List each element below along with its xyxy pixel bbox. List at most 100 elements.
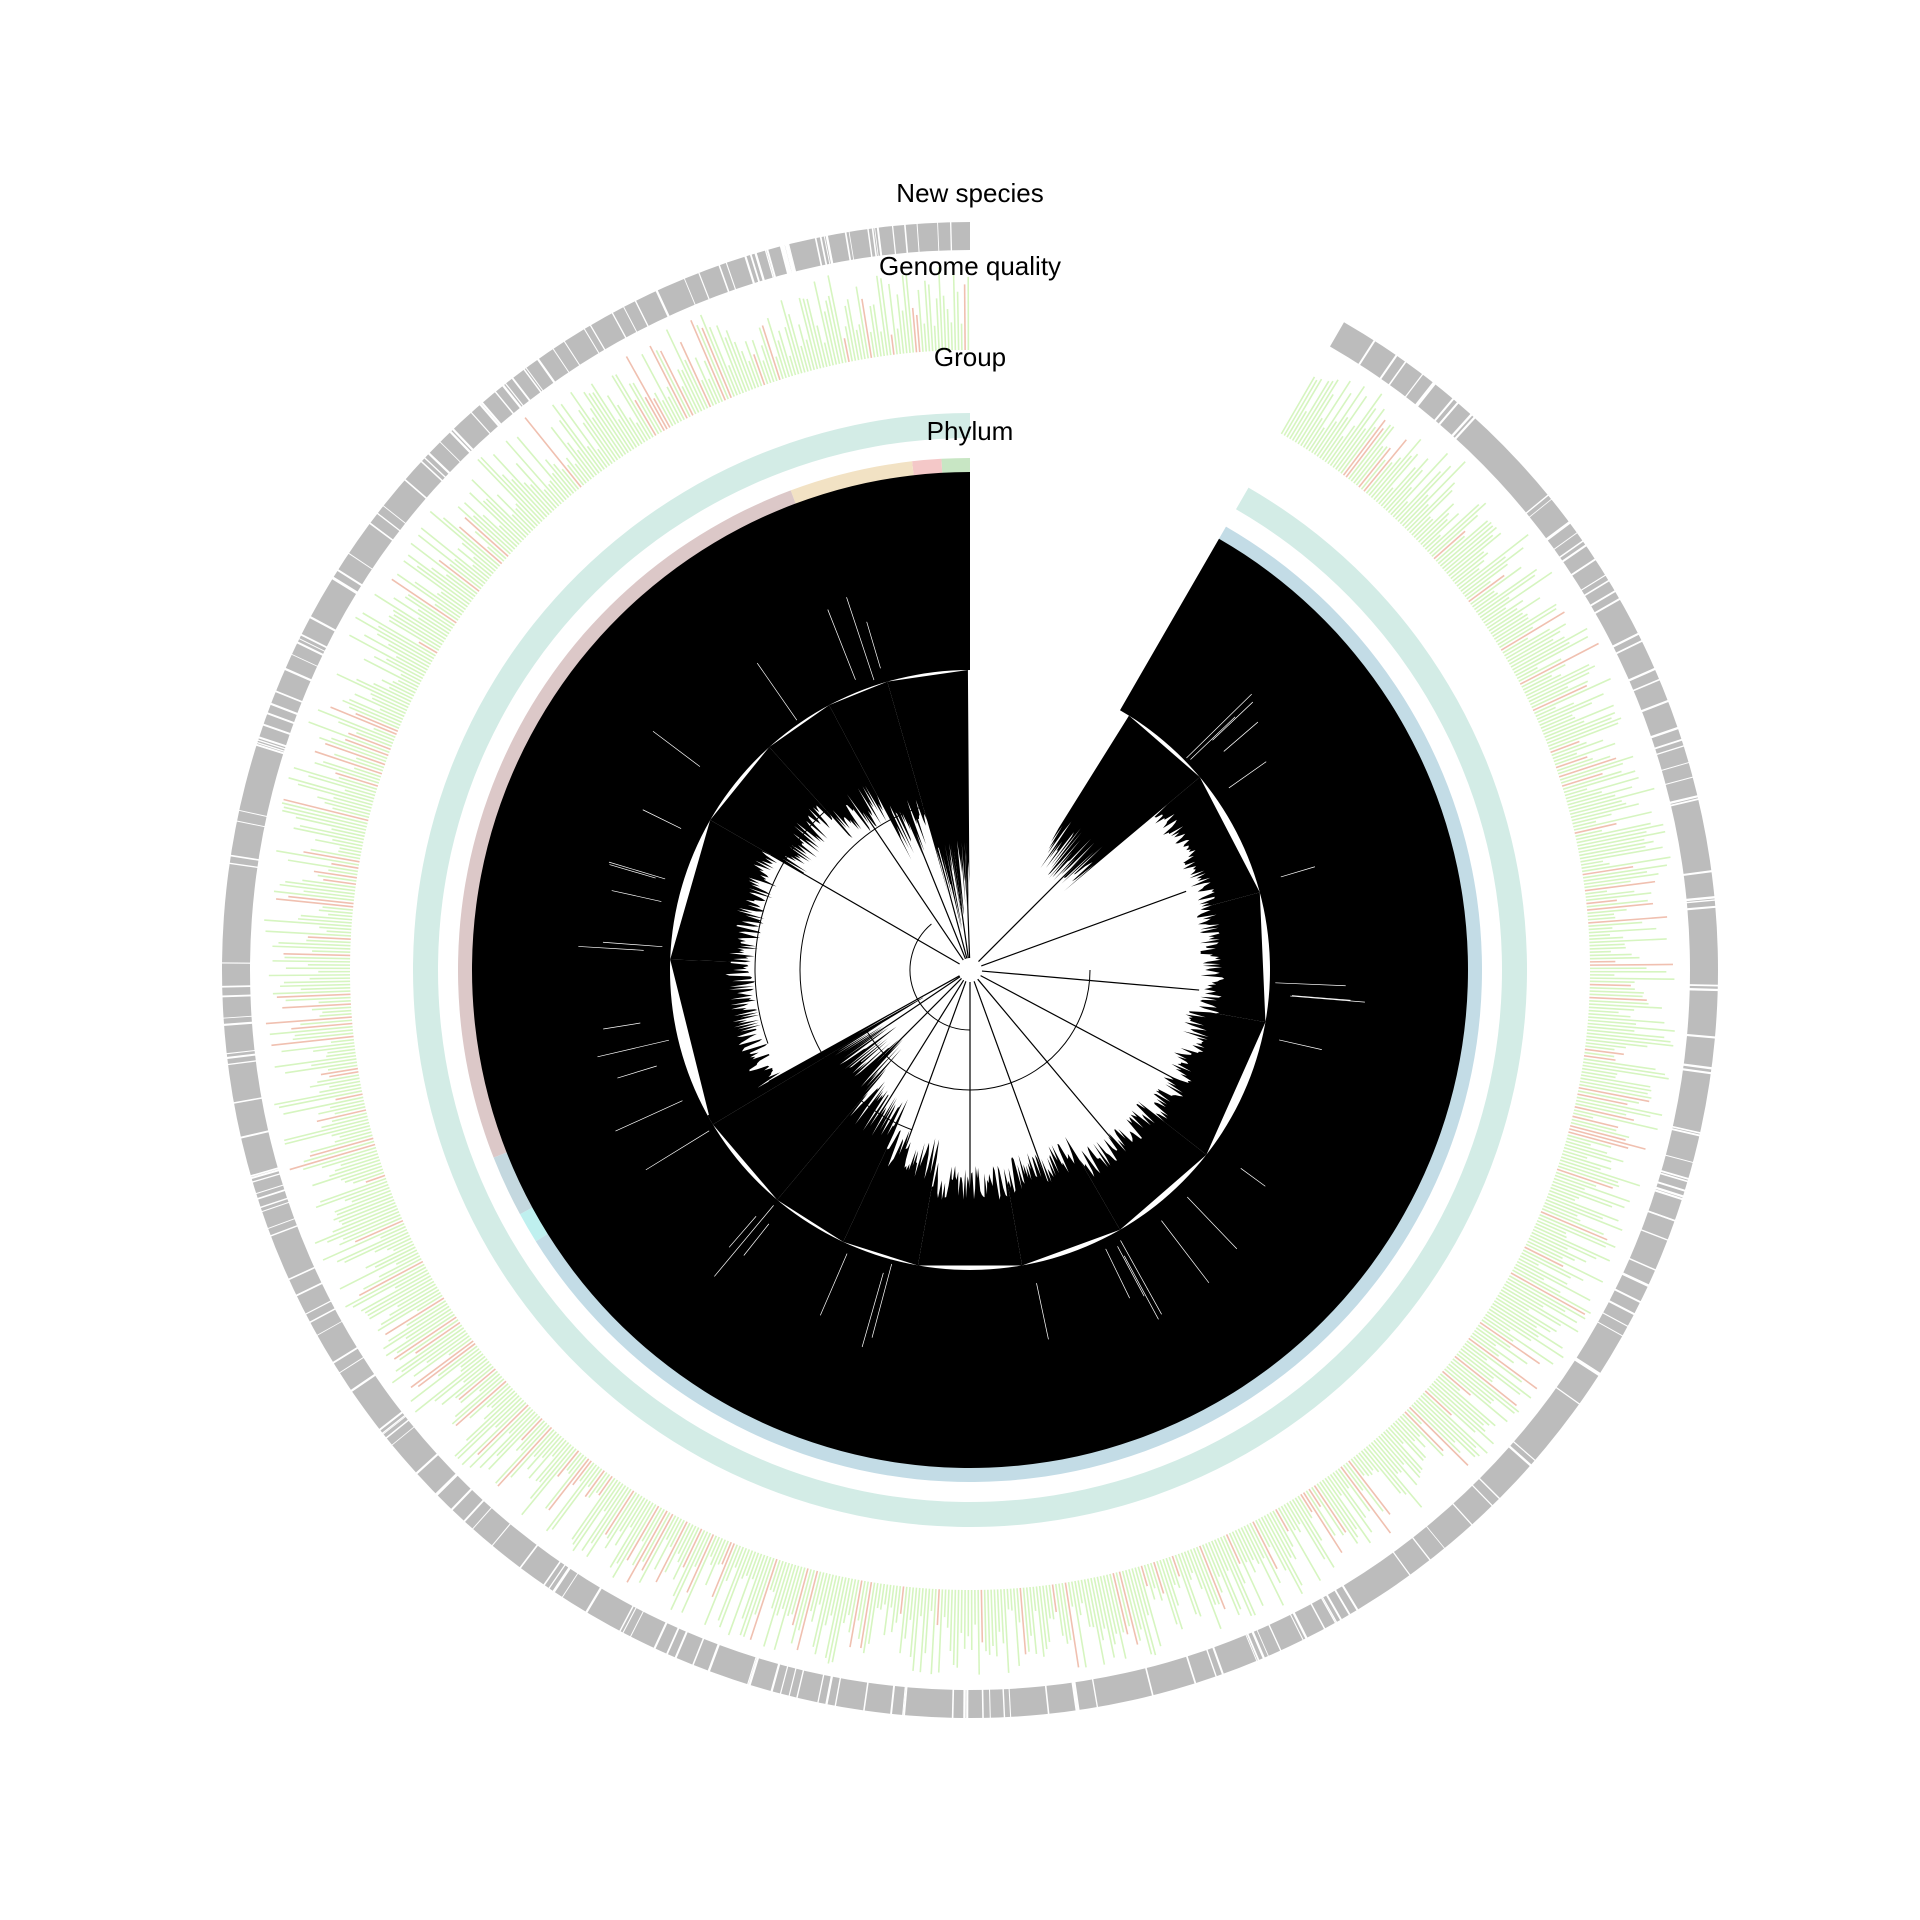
quality-bar bbox=[344, 1183, 389, 1202]
quality-bar bbox=[487, 546, 505, 562]
quality-bar bbox=[1554, 742, 1616, 766]
quality-bar bbox=[334, 1156, 380, 1172]
quality-bar bbox=[331, 862, 359, 869]
quality-bar bbox=[1566, 791, 1602, 803]
quality-bar bbox=[684, 359, 709, 409]
quality-bar bbox=[365, 1174, 386, 1183]
quality-bar bbox=[1390, 1424, 1424, 1461]
quality-bar bbox=[1508, 638, 1554, 665]
quality-bar bbox=[1516, 666, 1538, 680]
quality-bar bbox=[1485, 1313, 1511, 1332]
quality-bar bbox=[544, 459, 575, 494]
new-species-gap bbox=[1664, 1154, 1694, 1164]
quality-bar bbox=[353, 767, 382, 778]
quality-bar bbox=[373, 682, 412, 703]
tree-separator bbox=[1280, 866, 1316, 878]
quality-bar bbox=[1588, 1016, 1665, 1024]
quality-bar bbox=[1321, 1479, 1358, 1530]
quality-bar bbox=[505, 440, 562, 505]
quality-bar bbox=[625, 356, 668, 430]
quality-bar bbox=[890, 334, 895, 355]
quality-bar bbox=[1477, 1324, 1511, 1349]
new-species-gap bbox=[298, 637, 326, 653]
quality-bar bbox=[1441, 1370, 1472, 1396]
quality-bar bbox=[1363, 1448, 1402, 1494]
new-species-gap bbox=[222, 1021, 254, 1026]
new-species-gap bbox=[1682, 1063, 1713, 1070]
quality-bar bbox=[1283, 1504, 1302, 1533]
group-label: Group bbox=[934, 342, 1006, 372]
new-species-gap bbox=[781, 244, 791, 275]
quality-bar bbox=[1257, 1518, 1287, 1571]
quality-bar bbox=[741, 1550, 754, 1579]
quality-bar bbox=[1588, 927, 1657, 934]
quality-bar bbox=[348, 732, 391, 751]
quality-bar bbox=[813, 281, 834, 366]
quality-bar bbox=[1329, 393, 1383, 467]
quality-bar bbox=[1243, 1525, 1285, 1606]
quality-bar bbox=[321, 1115, 368, 1129]
new-species-gap bbox=[1289, 1613, 1304, 1641]
quality-bar bbox=[681, 369, 703, 412]
quality-bar bbox=[454, 1375, 503, 1418]
new-species-gap bbox=[257, 739, 286, 750]
quality-bar bbox=[1490, 1305, 1539, 1338]
quality-bar bbox=[1422, 512, 1460, 548]
new-species-gap bbox=[1649, 726, 1680, 739]
clade-fan bbox=[710, 747, 833, 874]
quality-bar bbox=[1540, 1211, 1608, 1241]
new-species-gap bbox=[766, 248, 777, 279]
quality-bar bbox=[1404, 503, 1429, 529]
new-species-gap bbox=[834, 1677, 842, 1707]
quality-bar bbox=[1012, 1588, 1021, 1667]
new-species-gap bbox=[448, 430, 472, 454]
new-species-gap bbox=[1664, 776, 1694, 786]
quality-bar bbox=[327, 1048, 356, 1054]
quality-bar bbox=[1570, 802, 1627, 819]
new-species-gap bbox=[519, 1544, 539, 1570]
quality-bar bbox=[1297, 1495, 1313, 1519]
clade-fan bbox=[1153, 1011, 1266, 1155]
quality-bar bbox=[1589, 946, 1626, 950]
quality-bar bbox=[1240, 1527, 1260, 1565]
quality-bar bbox=[1316, 1483, 1359, 1544]
quality-bar bbox=[1269, 1512, 1297, 1560]
quality-bar bbox=[1277, 1507, 1322, 1581]
quality-bar bbox=[461, 542, 496, 572]
quality-bar bbox=[329, 1099, 365, 1109]
quality-bar bbox=[281, 802, 368, 825]
quality-bar bbox=[283, 953, 351, 957]
quality-bar bbox=[1587, 913, 1615, 918]
quality-bar bbox=[342, 699, 401, 726]
quality-bar bbox=[946, 1589, 950, 1628]
quality-bar bbox=[342, 1214, 401, 1241]
quality-bar bbox=[388, 619, 440, 651]
quality-bar bbox=[273, 890, 355, 902]
quality-bar bbox=[1435, 1378, 1490, 1426]
tree-separator bbox=[743, 1223, 770, 1256]
quality-bar bbox=[320, 1177, 387, 1203]
new-species-gap bbox=[1596, 1321, 1624, 1337]
quality-bar bbox=[1360, 1450, 1380, 1473]
quality-bar bbox=[311, 1058, 357, 1067]
quality-bar bbox=[1580, 860, 1604, 866]
quality-bar bbox=[923, 323, 928, 352]
quality-bar bbox=[705, 1539, 726, 1586]
new-species-gap bbox=[903, 1686, 908, 1717]
new-species-gap bbox=[1292, 1611, 1308, 1640]
clade-fan bbox=[1007, 1136, 1120, 1266]
quality-bar bbox=[629, 1499, 649, 1528]
clade-fan bbox=[917, 1162, 1023, 1266]
quality-bar bbox=[1519, 642, 1599, 685]
quality-bar bbox=[696, 324, 729, 400]
quality-bar bbox=[616, 1502, 654, 1564]
quality-bar bbox=[1559, 1159, 1641, 1187]
quality-bar bbox=[358, 1260, 424, 1297]
quality-bar bbox=[381, 679, 415, 697]
new-species-gap bbox=[1073, 1681, 1080, 1712]
quality-bar bbox=[393, 614, 443, 646]
quality-bar bbox=[592, 392, 632, 452]
quality-bar bbox=[550, 426, 592, 480]
new-species-gap bbox=[391, 1426, 415, 1446]
tree-separator bbox=[597, 1039, 669, 1058]
